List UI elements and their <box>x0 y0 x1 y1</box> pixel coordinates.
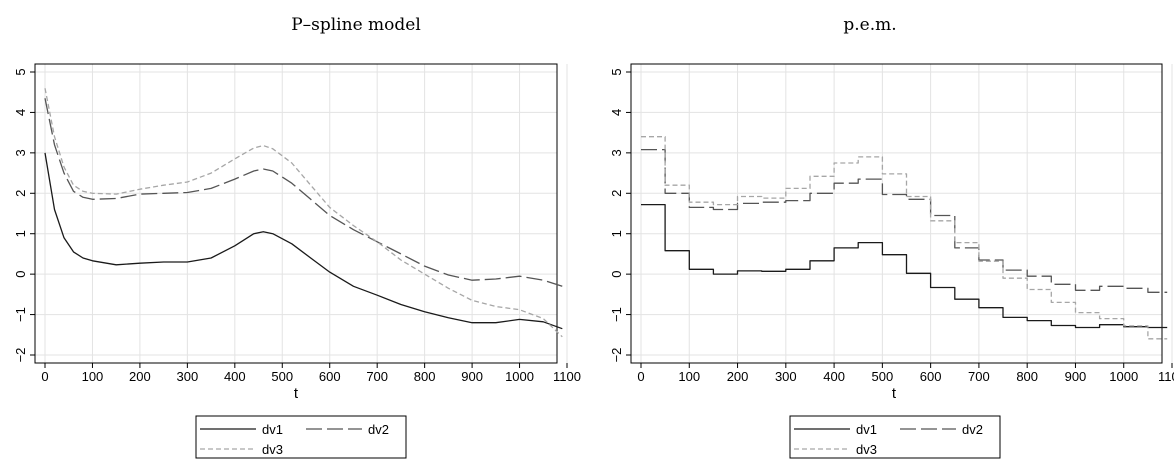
x-tick-label: 600 <box>920 369 942 384</box>
series-line-dv3 <box>641 136 1168 340</box>
legend-box <box>789 415 1001 459</box>
x-tick-label: 800 <box>414 369 436 384</box>
series-line-dv1 <box>44 152 563 330</box>
x-tick-label: 0 <box>41 369 48 384</box>
legend-label-dv2: dv2 <box>368 422 389 437</box>
x-axis-label: t <box>294 385 299 402</box>
x-tick-label: 200 <box>727 369 749 384</box>
gridlines <box>35 64 568 363</box>
x-tick-label: 300 <box>775 369 797 384</box>
y-tick-label: 4 <box>609 109 624 116</box>
x-tick-label: 100 <box>82 369 104 384</box>
gridlines <box>631 64 1173 363</box>
panel-title-pem: p.e.m. <box>843 15 896 35</box>
plot-border <box>34 63 558 364</box>
y-tick-label: −2 <box>13 348 28 363</box>
y-tick-label: 3 <box>609 149 624 156</box>
panel-pem: p.e.m. 0 100 200 300 400 500 600 700 800 900 1000 1… <box>609 15 1174 459</box>
x-tick-label: 500 <box>271 369 293 384</box>
series-lines <box>641 136 1168 340</box>
y-tick-label: −1 <box>609 307 624 322</box>
x-tick-label: 1000 <box>505 369 534 384</box>
axis-ticks: 0 100 200 300 400 500 600 700 800 900 1000 1100 −2 −1… <box>13 68 581 384</box>
x-tick-label: 1000 <box>1109 369 1138 384</box>
x-tick-label: 100 <box>678 369 700 384</box>
x-tick-label: 800 <box>1016 369 1038 384</box>
y-tick-label: 4 <box>13 109 28 116</box>
plot-frame <box>34 63 558 364</box>
y-tick-label: 0 <box>13 271 28 278</box>
x-tick-label: 500 <box>872 369 894 384</box>
x-tick-label: 900 <box>1065 369 1087 384</box>
x-tick-label: 1100 <box>1158 369 1174 384</box>
x-tick-label: 700 <box>968 369 990 384</box>
plot-border <box>630 63 1163 364</box>
y-tick-label: 5 <box>609 68 624 75</box>
y-tick-label: −2 <box>609 348 624 363</box>
legend-label-dv3: dv3 <box>262 442 283 457</box>
legend-label-dv1: dv1 <box>262 422 283 437</box>
x-tick-label: 1100 <box>553 369 581 384</box>
panel-title-pspline: P–spline model <box>291 15 421 35</box>
x-tick-label: 400 <box>823 369 845 384</box>
legend: dv1 dv2 dv3 <box>789 415 1001 459</box>
legend-label-dv1: dv1 <box>856 422 877 437</box>
x-tick-label: 200 <box>129 369 151 384</box>
y-tick-label: 0 <box>609 271 624 278</box>
x-tick-label: 400 <box>224 369 246 384</box>
x-tick-label: 0 <box>637 369 644 384</box>
legend-box <box>195 415 407 459</box>
series-line-dv3 <box>44 88 563 338</box>
panel-pspline: P–spline model 0 100 200 300 400 500 600 700 800… <box>13 15 581 459</box>
x-tick-label: 700 <box>366 369 388 384</box>
y-tick-label: 5 <box>13 68 28 75</box>
series-line-dv2 <box>44 98 563 287</box>
y-tick-label: 2 <box>13 190 28 197</box>
x-tick-label: 900 <box>461 369 483 384</box>
series-line-dv1 <box>641 203 1168 329</box>
y-tick-label: 1 <box>13 230 28 237</box>
x-tick-label: 600 <box>319 369 341 384</box>
legend-label-dv3: dv3 <box>856 442 877 457</box>
y-tick-label: 3 <box>13 149 28 156</box>
series-lines <box>44 88 563 338</box>
axis-ticks: 0 100 200 300 400 500 600 700 800 900 1000 1100 −2 −1… <box>609 68 1174 384</box>
legend: dv1 dv2 dv3 <box>195 415 407 459</box>
series-line-dv2 <box>641 148 1168 293</box>
plot-frame <box>630 63 1163 364</box>
x-axis-label: t <box>892 385 897 402</box>
y-tick-label: 1 <box>609 230 624 237</box>
y-tick-label: −1 <box>13 307 28 322</box>
legend-label-dv2: dv2 <box>962 422 983 437</box>
y-tick-label: 2 <box>609 190 624 197</box>
x-tick-label: 300 <box>177 369 199 384</box>
